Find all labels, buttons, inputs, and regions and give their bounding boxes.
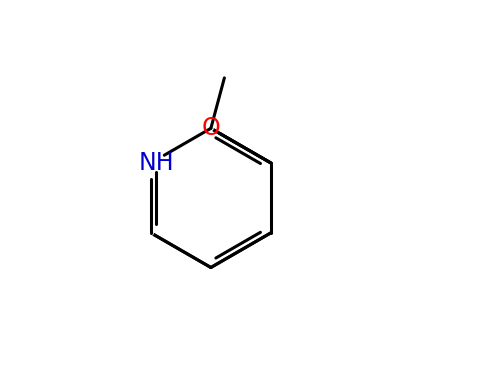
Text: O: O: [201, 116, 220, 140]
Text: NH: NH: [139, 151, 174, 175]
